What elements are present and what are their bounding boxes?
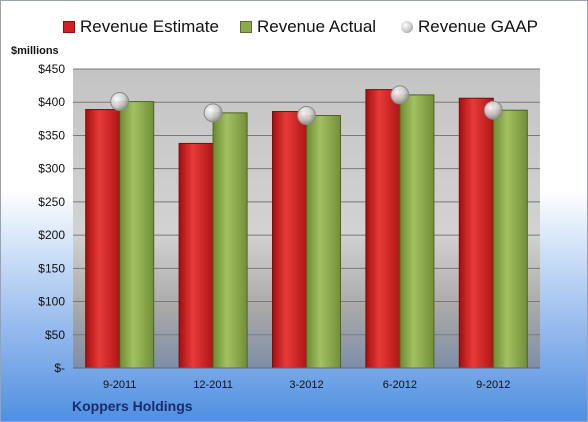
bar-revenue-estimate	[178, 142, 214, 369]
bar-revenue-actual	[306, 115, 341, 369]
y-tick-label: $100	[38, 295, 65, 309]
marker-revenue-gaap	[483, 100, 503, 120]
y-tick-label: $200	[38, 228, 65, 242]
legend-label-estimate: Revenue Estimate	[80, 17, 219, 36]
bar-revenue-actual	[492, 109, 528, 369]
gaap-markers	[110, 85, 503, 126]
y-tick-label: $250	[38, 195, 65, 209]
x-axis-ticks: 9-2011 12-2011 3-2012 6-2012 9-2012	[103, 379, 510, 391]
bars	[85, 89, 528, 369]
x-tick-label: 3-2012	[289, 379, 323, 391]
bar-revenue-estimate	[272, 111, 307, 369]
bar-revenue-actual	[119, 101, 155, 369]
y-axis-ticks: $- $50 $100 $150 $200 $250 $300 $350 $400 $450	[38, 62, 65, 375]
x-tick-label: 9-2011	[103, 379, 136, 391]
marker-revenue-gaap	[203, 103, 223, 123]
x-tick-label: 6-2012	[383, 379, 417, 391]
legend-label-gaap: Revenue GAAP	[418, 17, 539, 36]
y-tick-label: $450	[38, 62, 65, 76]
y-tick-label: $350	[38, 128, 65, 142]
marker-revenue-gaap	[297, 106, 316, 126]
y-tick-label: $300	[38, 162, 65, 176]
legend-item-estimate: Revenue Estimate	[63, 17, 219, 37]
bar-revenue-estimate	[458, 97, 494, 369]
company-name: Koppers Holdings	[72, 398, 193, 414]
bar-revenue-actual	[212, 112, 248, 369]
legend-swatch-actual	[240, 21, 252, 33]
legend-swatch-estimate	[63, 21, 75, 33]
x-tick-label: 12-2011	[193, 379, 233, 391]
marker-revenue-gaap	[390, 85, 410, 105]
legend-item-actual: Revenue Actual	[240, 17, 376, 37]
y-tick-label: $50	[45, 328, 65, 342]
legend-item-gaap: Revenue GAAP	[401, 17, 538, 37]
marker-revenue-gaap	[110, 92, 130, 112]
y-tick-label: $-	[54, 361, 65, 375]
bar-revenue-estimate	[85, 109, 121, 369]
legend-label-actual: Revenue Actual	[257, 17, 377, 36]
legend: Revenue Estimate Revenue Actual Revenue …	[1, 15, 587, 45]
bar-revenue-estimate	[365, 89, 401, 369]
y-tick-label: $400	[38, 95, 65, 109]
y-axis-unit-label: $millions	[11, 45, 59, 57]
y-tick-label: $150	[38, 261, 65, 275]
bar-revenue-actual	[399, 94, 435, 369]
legend-swatch-gaap	[401, 21, 413, 33]
x-tick-label: 9-2012	[476, 379, 510, 391]
